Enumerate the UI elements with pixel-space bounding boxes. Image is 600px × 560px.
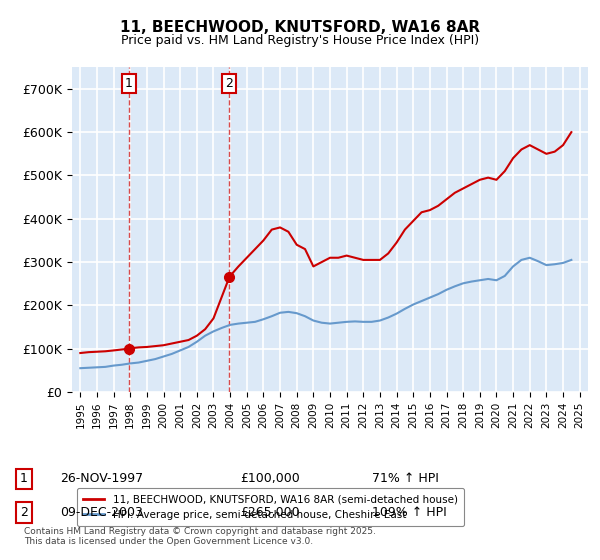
Text: 09-DEC-2003: 09-DEC-2003 — [60, 506, 143, 519]
Text: Contains HM Land Registry data © Crown copyright and database right 2025.
This d: Contains HM Land Registry data © Crown c… — [24, 526, 376, 546]
Text: 26-NOV-1997: 26-NOV-1997 — [60, 472, 143, 486]
Text: Price paid vs. HM Land Registry's House Price Index (HPI): Price paid vs. HM Land Registry's House … — [121, 34, 479, 46]
Text: £100,000: £100,000 — [240, 472, 300, 486]
Text: 11, BEECHWOOD, KNUTSFORD, WA16 8AR: 11, BEECHWOOD, KNUTSFORD, WA16 8AR — [120, 20, 480, 35]
Text: 2: 2 — [20, 506, 28, 519]
Text: £265,000: £265,000 — [240, 506, 299, 519]
Text: 71% ↑ HPI: 71% ↑ HPI — [372, 472, 439, 486]
Text: 2: 2 — [226, 77, 233, 90]
Legend: 11, BEECHWOOD, KNUTSFORD, WA16 8AR (semi-detached house), HPI: Average price, se: 11, BEECHWOOD, KNUTSFORD, WA16 8AR (semi… — [77, 488, 464, 526]
Text: 109% ↑ HPI: 109% ↑ HPI — [372, 506, 447, 519]
Text: 1: 1 — [20, 472, 28, 486]
Text: 1: 1 — [125, 77, 133, 90]
